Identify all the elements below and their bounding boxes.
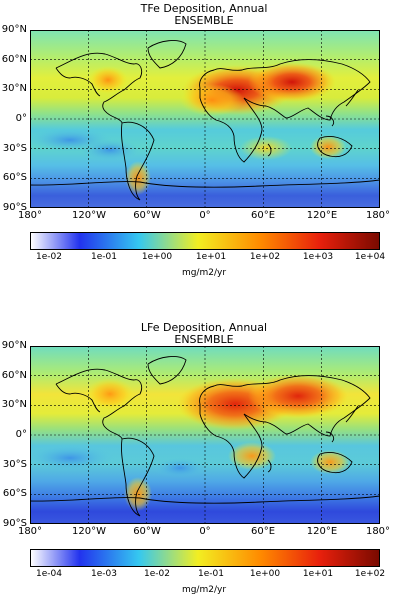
lon-label: 180° xyxy=(17,210,43,221)
colorbar-tick: 1e+04 xyxy=(354,252,386,262)
lon-label: 60°W xyxy=(133,526,161,537)
colorbar xyxy=(30,549,380,567)
lon-label: 60°W xyxy=(133,210,161,221)
colorbar-tick: 1e+00 xyxy=(141,252,173,262)
lat-label: 90°S xyxy=(2,202,27,213)
lat-label: 90°S xyxy=(2,518,27,529)
colorbar-tick: 1e-02 xyxy=(144,569,170,579)
lat-label: 60°S xyxy=(2,488,27,499)
lon-label: 180° xyxy=(365,210,391,221)
colorbar-unit: mg/m2/yr xyxy=(181,268,227,278)
lfe-deposition-panel: LFe Deposition, Annual ENSEMBLE xyxy=(0,300,408,600)
colorbar-tick: 1e+02 xyxy=(249,252,281,262)
lat-label: 30°S xyxy=(2,143,27,154)
colorbar-tick: 1e+01 xyxy=(302,569,334,579)
lon-label: 180° xyxy=(365,526,391,537)
lon-label: 60°E xyxy=(250,210,276,221)
lon-label: 120°W xyxy=(72,526,106,537)
lon-label: 0° xyxy=(199,526,211,537)
map-subtitle: ENSEMBLE xyxy=(174,14,234,27)
map-subtitle: ENSEMBLE xyxy=(174,333,234,346)
colorbar xyxy=(30,232,380,250)
colorbar-tick: 1e-01 xyxy=(91,252,117,262)
lon-label: 120°E xyxy=(306,210,338,221)
colorbar-tick: 1e+01 xyxy=(195,252,227,262)
lat-label: 0° xyxy=(15,429,27,440)
lat-label: 30°N xyxy=(1,83,27,94)
deposition-map xyxy=(30,346,380,524)
lon-label: 120°E xyxy=(306,526,338,537)
lat-label: 30°N xyxy=(1,399,27,410)
tfe-deposition-panel: TFe Deposition, Annual ENSEMBLE xyxy=(1,2,391,279)
colorbar-tick: 1e+03 xyxy=(302,252,334,262)
colorbar-unit: mg/m2/yr xyxy=(181,585,227,595)
colorbar-tick: 1e-01 xyxy=(198,569,224,579)
lat-label: 60°S xyxy=(2,172,27,183)
lat-label: 90°N xyxy=(1,24,27,35)
deposition-map xyxy=(30,30,380,208)
map-title: LFe Deposition, Annual xyxy=(140,321,268,334)
lat-label: 30°S xyxy=(2,459,27,470)
lon-label: 60°E xyxy=(250,526,276,537)
lat-label: 90°N xyxy=(1,340,27,351)
lat-label: 0° xyxy=(15,113,27,124)
lon-label: 120°W xyxy=(72,210,106,221)
lon-label: 0° xyxy=(199,210,211,221)
lon-label: 180° xyxy=(17,526,43,537)
colorbar-tick: 1e-02 xyxy=(36,252,62,262)
colorbar-tick: 1e-04 xyxy=(36,569,62,579)
map-title: TFe Deposition, Annual xyxy=(140,2,268,15)
lat-label: 60°N xyxy=(1,370,27,381)
colorbar-tick: 1e+00 xyxy=(249,569,281,579)
colorbar-tick: 1e+02 xyxy=(354,569,386,579)
colorbar-tick: 1e-03 xyxy=(91,569,117,579)
lat-label: 60°N xyxy=(1,54,27,65)
